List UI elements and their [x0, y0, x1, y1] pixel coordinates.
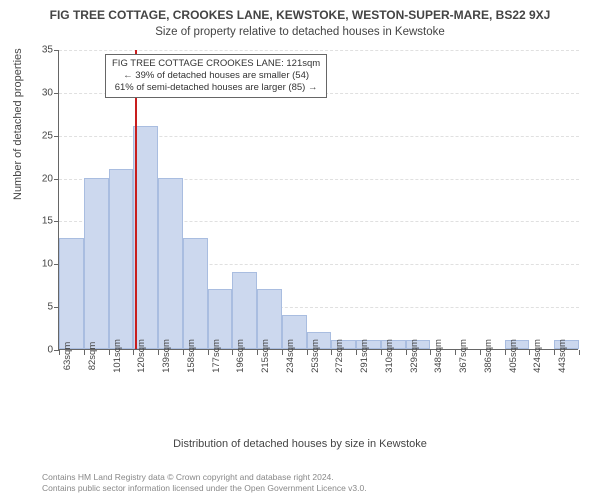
histogram-bar: [158, 178, 183, 349]
annotation-line: 61% of semi-detached houses are larger (…: [112, 82, 320, 94]
ytick-mark: [54, 221, 59, 222]
xtick-mark: [430, 350, 431, 355]
xtick-mark: [554, 350, 555, 355]
ytick-mark: [54, 136, 59, 137]
xtick-mark: [109, 350, 110, 355]
gridline: [59, 50, 579, 51]
annotation-line: FIG TREE COTTAGE CROOKES LANE: 121sqm: [112, 58, 320, 70]
ytick-label: 35: [25, 45, 53, 56]
xtick-label: 101sqm: [112, 339, 123, 373]
ytick-label: 10: [25, 259, 53, 270]
ytick-label: 5: [25, 302, 53, 313]
xtick-mark: [480, 350, 481, 355]
xtick-label: 234sqm: [285, 339, 296, 373]
xtick-mark: [455, 350, 456, 355]
footer-line-1: Contains HM Land Registry data © Crown c…: [42, 472, 367, 483]
histogram-bar: [109, 169, 134, 349]
histogram-bar: [183, 238, 208, 349]
xtick-label: 272sqm: [334, 339, 345, 373]
ytick-label: 25: [25, 130, 53, 141]
histogram-bar: [232, 272, 257, 349]
xtick-mark: [356, 350, 357, 355]
xtick-mark: [505, 350, 506, 355]
xtick-label: 386sqm: [483, 339, 494, 373]
xtick-mark: [331, 350, 332, 355]
histogram-bar: [133, 126, 158, 349]
xtick-mark: [208, 350, 209, 355]
xtick-mark: [257, 350, 258, 355]
xtick-label: 291sqm: [359, 339, 370, 373]
ytick-mark: [54, 50, 59, 51]
xtick-mark: [183, 350, 184, 355]
xtick-label: 139sqm: [161, 339, 172, 373]
annotation-line: ← 39% of detached houses are smaller (54…: [112, 70, 320, 82]
xtick-label: 215sqm: [260, 339, 271, 373]
annotation-box: FIG TREE COTTAGE CROOKES LANE: 121sqm← 3…: [105, 54, 327, 98]
xtick-mark: [381, 350, 382, 355]
xtick-mark: [158, 350, 159, 355]
xtick-label: 443sqm: [557, 339, 568, 373]
chart-title-sub: Size of property relative to detached ho…: [0, 22, 600, 38]
xtick-label: 367sqm: [458, 339, 469, 373]
xtick-mark: [232, 350, 233, 355]
xtick-mark: [84, 350, 85, 355]
xtick-label: 177sqm: [211, 339, 222, 373]
xtick-label: 120sqm: [136, 339, 147, 373]
xtick-mark: [529, 350, 530, 355]
x-axis-label: Distribution of detached houses by size …: [0, 438, 600, 450]
xtick-label: 310sqm: [384, 339, 395, 373]
xtick-label: 424sqm: [532, 339, 543, 373]
xtick-label: 196sqm: [235, 339, 246, 373]
xtick-mark: [307, 350, 308, 355]
ytick-label: 20: [25, 173, 53, 184]
plot-region: 0510152025303563sqm82sqm101sqm120sqm139s…: [58, 50, 578, 350]
ytick-mark: [54, 179, 59, 180]
histogram-bar: [84, 178, 109, 349]
chart-title-main: FIG TREE COTTAGE, CROOKES LANE, KEWSTOKE…: [0, 0, 600, 22]
xtick-label: 63sqm: [62, 342, 73, 371]
footer-attribution: Contains HM Land Registry data © Crown c…: [42, 472, 367, 494]
histogram-bar: [59, 238, 84, 349]
ytick-label: 0: [25, 345, 53, 356]
xtick-label: 253sqm: [310, 339, 321, 373]
xtick-label: 82sqm: [87, 342, 98, 371]
xtick-mark: [406, 350, 407, 355]
xtick-mark: [579, 350, 580, 355]
chart-area: 0510152025303563sqm82sqm101sqm120sqm139s…: [58, 50, 578, 390]
xtick-label: 158sqm: [186, 339, 197, 373]
xtick-mark: [133, 350, 134, 355]
xtick-mark: [282, 350, 283, 355]
ytick-mark: [54, 93, 59, 94]
ytick-label: 15: [25, 216, 53, 227]
footer-line-2: Contains public sector information licen…: [42, 483, 367, 494]
xtick-label: 405sqm: [508, 339, 519, 373]
xtick-label: 329sqm: [409, 339, 420, 373]
xtick-mark: [59, 350, 60, 355]
y-axis-label: Number of detached properties: [12, 48, 24, 200]
ytick-label: 30: [25, 87, 53, 98]
xtick-label: 348sqm: [433, 339, 444, 373]
